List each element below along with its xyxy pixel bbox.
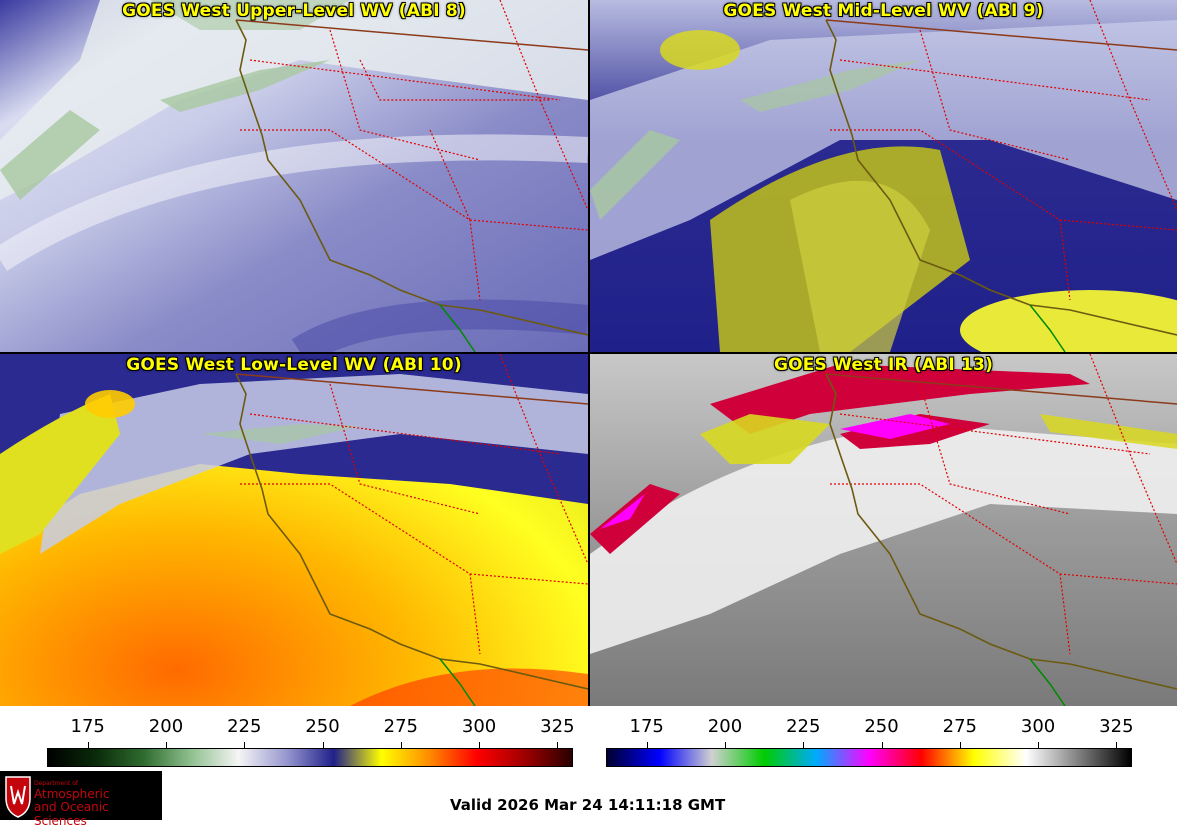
mid-level-wv-image [590,0,1177,352]
ir-colorbar: 175 200 225 250 275 300 325 [606,716,1134,768]
panel-title: GOES West Low-Level WV (ABI 10) [126,355,462,375]
ir-colorbar-gradient [606,748,1132,767]
panel-upper-level-wv: GOES West Upper-Level WV (ABI 8) [0,0,588,352]
ir-colorbar-tick-mark [959,742,961,748]
wv-colorbar-tick-label: 250 [305,716,340,737]
wv-colorbar-tick-mark [244,742,246,748]
panel-title: GOES West IR (ABI 13) [773,355,994,375]
ir-colorbar-tick-label: 250 [864,716,899,737]
wv-colorbar-ticks: 175 200 225 250 275 300 325 [47,716,575,748]
wv-colorbar-tick-mark [479,742,481,748]
panel-ir: GOES West IR (ABI 13) [590,354,1177,706]
ir-colorbar-tick-label: 225 [786,716,821,737]
panel-title: GOES West Upper-Level WV (ABI 8) [122,1,466,21]
uw-aos-logo: Department of Atmospheric and Oceanic Sc… [0,771,162,828]
valid-time: Valid 2026 Mar 24 14:11:18 GMT [450,796,726,814]
wv-colorbar-tick-label: 200 [148,716,184,737]
ir-colorbar-tick-label: 325 [1099,716,1134,737]
wv-colorbar-tick-mark [87,742,89,748]
ir-colorbar-tick-label: 200 [707,716,743,737]
wv-colorbar-tick-mark [165,742,167,748]
wv-colorbar-tick-mark [322,742,324,748]
ir-colorbar-tick-label: 275 [942,716,977,737]
logo-line-2: Atmospheric [34,787,110,801]
upper-level-wv-image [0,0,588,352]
uw-crest-icon [5,776,31,818]
ir-colorbar-ticks: 175 200 225 250 275 300 325 [606,716,1134,748]
wv-colorbar-tick-mark [557,742,559,748]
ir-image [590,354,1177,706]
ir-colorbar-tick-label: 300 [1020,716,1056,737]
low-level-wv-image [0,354,588,706]
logo-line-3: and Oceanic Sciences [34,800,109,828]
logo-line-1: Department of [34,780,78,787]
wv-colorbar-tick-label: 175 [70,716,105,737]
wv-colorbar-tick-label: 225 [227,716,262,737]
wv-colorbar-tick-mark [400,742,402,748]
ir-colorbar-tick-mark [646,742,648,748]
wv-colorbar-tick-label: 300 [461,716,497,737]
wv-colorbar-tick-label: 275 [383,716,418,737]
ir-colorbar-tick-label: 175 [629,716,664,737]
panel-title: GOES West Mid-Level WV (ABI 9) [723,1,1044,21]
wv-colorbar-tick-label: 325 [540,716,575,737]
wv-colorbar: 175 200 225 250 275 300 325 [47,716,575,768]
ir-colorbar-tick-mark [881,742,883,748]
ir-colorbar-tick-mark [724,742,726,748]
wv-colorbar-gradient [47,748,573,767]
ir-colorbar-tick-mark [1116,742,1118,748]
ir-colorbar-tick-mark [803,742,805,748]
panel-mid-level-wv: GOES West Mid-Level WV (ABI 9) [590,0,1177,352]
ir-colorbar-tick-mark [1038,742,1040,748]
panel-low-level-wv: GOES West Low-Level WV (ABI 10) [0,354,588,706]
panel-divider-horizontal [0,352,1177,354]
